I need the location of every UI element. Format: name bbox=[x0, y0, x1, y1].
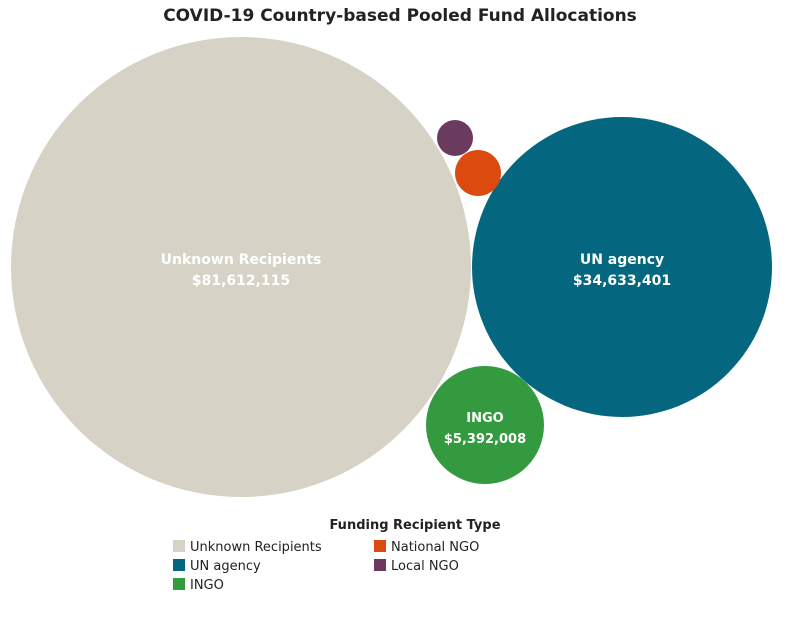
bubble-label-ingo: INGO bbox=[466, 411, 503, 426]
bubble-local-ngo[interactable] bbox=[437, 120, 473, 156]
bubble-label-un-agency: UN agency bbox=[580, 252, 664, 268]
bubble-un-agency[interactable] bbox=[472, 117, 772, 417]
legend-title: Funding Recipient Type bbox=[329, 518, 501, 533]
chart-title: COVID-19 Country-based Pooled Fund Alloc… bbox=[163, 6, 637, 26]
legend-swatch-local-ngo bbox=[374, 559, 386, 571]
legend-label-national-ngo: National NGO bbox=[391, 540, 480, 555]
bubble-value-un-agency: $34,633,401 bbox=[573, 273, 671, 289]
legend-swatch-un-agency bbox=[173, 559, 185, 571]
legend-label-unknown-recipients: Unknown Recipients bbox=[190, 540, 322, 555]
legend-label-un-agency: UN agency bbox=[190, 559, 261, 574]
legend-label-local-ngo: Local NGO bbox=[391, 559, 459, 574]
legend-item-local-ngo[interactable]: Local NGO bbox=[374, 559, 459, 574]
bubble-value-ingo: $5,392,008 bbox=[444, 432, 526, 447]
legend-item-un-agency[interactable]: UN agency bbox=[173, 559, 261, 574]
bubble-ingo[interactable] bbox=[426, 366, 544, 484]
bubble-unknown-recipients[interactable] bbox=[11, 37, 471, 497]
bubble-label-unknown-recipients: Unknown Recipients bbox=[161, 252, 322, 268]
bubble-national-ngo[interactable] bbox=[455, 150, 501, 196]
legend-swatch-national-ngo bbox=[374, 540, 386, 552]
legend-item-unknown-recipients[interactable]: Unknown Recipients bbox=[173, 540, 322, 555]
legend-item-ingo[interactable]: INGO bbox=[173, 578, 224, 593]
legend-label-ingo: INGO bbox=[190, 578, 224, 593]
bubble-value-unknown-recipients: $81,612,115 bbox=[192, 273, 290, 289]
legend-swatch-ingo bbox=[173, 578, 185, 590]
legend-swatch-unknown-recipients bbox=[173, 540, 185, 552]
legend-item-national-ngo[interactable]: National NGO bbox=[374, 540, 479, 555]
